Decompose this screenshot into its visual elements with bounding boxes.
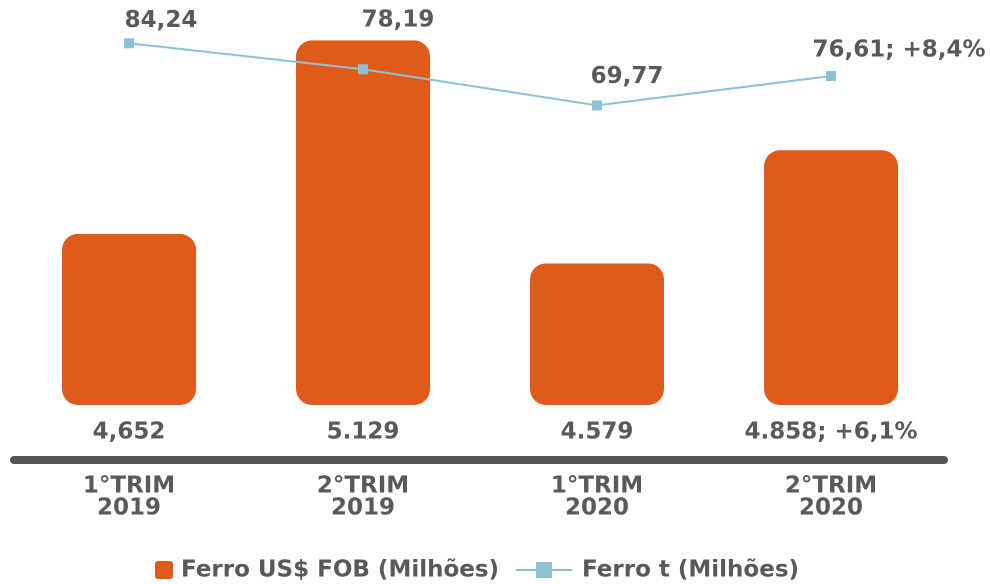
line-value-label: 69,77	[591, 63, 664, 89]
x-tick-label: 2°TRIM	[785, 473, 877, 499]
bar	[530, 263, 664, 405]
x-tick-label: 2019	[97, 495, 161, 521]
x-tick-label: 1°TRIM	[551, 473, 643, 499]
bar-value-label: 4.858; +6,1%	[744, 419, 917, 445]
line-value-label: 84,24	[125, 7, 198, 33]
legend-swatch	[536, 562, 552, 578]
x-tick-label: 1°TRIM	[83, 473, 175, 499]
bar	[296, 40, 430, 406]
bar-value-label: 4,652	[93, 419, 166, 445]
line	[128, 42, 832, 107]
line-value-label: 78,19	[362, 7, 435, 33]
legend-label: Ferro US$ FOB (Milhões)	[181, 557, 499, 583]
legend-label: Ferro t (Milhões)	[582, 557, 799, 583]
bar-value-label: 5.129	[327, 419, 400, 445]
line-marker	[124, 38, 134, 49]
x-tick-label: 2°TRIM	[317, 473, 409, 499]
legend-swatch	[155, 561, 173, 579]
line-marker	[358, 64, 368, 75]
x-tick-label: 2020	[799, 495, 863, 521]
bar	[764, 150, 898, 405]
x-tick-label: 2019	[331, 495, 395, 521]
line-value-label: 76,61; +8,4%	[812, 37, 985, 63]
bar	[62, 233, 196, 405]
x-tick-label: 2020	[565, 495, 629, 521]
line-marker	[826, 71, 836, 82]
bar-value-label: 4.579	[561, 419, 634, 445]
line-marker	[592, 100, 602, 111]
